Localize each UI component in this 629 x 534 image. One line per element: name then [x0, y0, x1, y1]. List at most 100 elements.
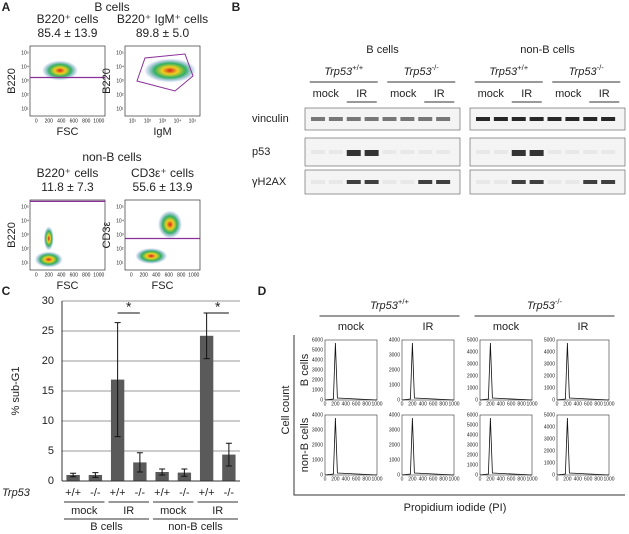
- x-tick-label: 10¹: [129, 118, 137, 124]
- gate-stat: 55.6 ± 13.9: [133, 180, 193, 194]
- x-tick-label: 0: [130, 272, 133, 278]
- y-tick-label: 3000: [389, 427, 400, 433]
- band: [511, 117, 526, 121]
- y-tick-label: 10⁴: [21, 64, 29, 70]
- group-title: B cells: [94, 0, 129, 14]
- y-tick-label: 10³: [116, 78, 124, 84]
- genotype-label: Trp53-/-: [527, 297, 563, 312]
- treatment-label: mock: [555, 88, 582, 100]
- x-tick-label: 400: [497, 476, 506, 482]
- genotype: -/-: [432, 63, 440, 72]
- gate-stat: 11.8 ± 7.3: [41, 180, 94, 194]
- y-tick-label: 2000: [312, 442, 323, 448]
- y-tick-label: 5000: [544, 412, 555, 418]
- histogram: [479, 414, 533, 476]
- y-tick-label: 4000: [544, 349, 555, 355]
- y-axis-label: CD3ε: [101, 221, 113, 248]
- genotype: -/-: [597, 63, 605, 72]
- treatment-label: IR: [423, 321, 434, 333]
- y-tick-label: 0: [48, 475, 54, 487]
- gene-name: Trp53: [527, 300, 556, 312]
- bar: [88, 475, 103, 481]
- x-tick-label: 600: [507, 401, 516, 407]
- band: [436, 180, 451, 184]
- x-tick-label: 800: [362, 401, 371, 407]
- x-tick-label: 200: [408, 401, 417, 407]
- y-tick-label: 10²: [21, 92, 29, 98]
- blot-row-label: γH2AX: [252, 176, 287, 188]
- y-tick-label: 3000: [544, 361, 555, 367]
- gate-title: CD3ε⁺ cells: [131, 166, 194, 180]
- band: [346, 150, 361, 156]
- gene-name: Trp53: [569, 66, 598, 78]
- y-tick-label: 3000: [544, 436, 555, 442]
- band: [400, 180, 415, 184]
- x-tick-label: -/-: [135, 487, 146, 499]
- x-tick-label: 0: [479, 476, 482, 482]
- blot-row-label: p53: [252, 146, 270, 158]
- band: [565, 180, 580, 184]
- gene-name: Trp53: [404, 66, 433, 78]
- band: [328, 117, 343, 121]
- x-tick-label: 1000: [93, 272, 104, 278]
- genotype-label: Trp53-/-: [569, 63, 605, 78]
- x-tick-label: 400: [574, 401, 583, 407]
- y-tick-label: 15: [42, 385, 54, 397]
- y-tick-label: 10: [42, 415, 54, 427]
- x-axis-label: FSC: [57, 280, 79, 292]
- y-tick-label: 1000: [312, 387, 323, 393]
- treatment-label: mock: [338, 321, 365, 333]
- band: [364, 117, 379, 121]
- error-bar: [70, 472, 77, 478]
- y-tick-label: 2000: [312, 377, 323, 383]
- y-tick-label: 4000: [312, 412, 323, 418]
- band: [418, 117, 433, 121]
- x-tick-label: 200: [563, 476, 572, 482]
- band: [436, 150, 451, 154]
- x-tick-label: 800: [517, 476, 526, 482]
- x-tick-label: 200: [486, 476, 495, 482]
- y-tick-label: 5000: [544, 337, 555, 343]
- band: [583, 180, 598, 184]
- band: [583, 117, 598, 121]
- x-tick-label: -/-: [179, 487, 190, 499]
- treatment-label: IR: [212, 505, 223, 517]
- y-tick-label: 2000: [389, 442, 400, 448]
- band: [382, 117, 397, 121]
- y-tick-label: 0: [397, 472, 400, 478]
- x-tick-label: 0: [35, 272, 38, 278]
- treatment-label: IR: [599, 88, 610, 100]
- histogram: [401, 339, 455, 401]
- x-tick-label: 1000: [371, 476, 382, 482]
- band: [601, 180, 616, 184]
- x-tick-label: 800: [594, 401, 603, 407]
- blot: [469, 169, 626, 195]
- x-tick-label: 600: [507, 476, 516, 482]
- x-tick-label: 800: [82, 118, 91, 124]
- histogram-peak: [324, 342, 378, 401]
- x-tick-label: 400: [152, 272, 161, 278]
- genotype-label: Trp53+/+: [489, 63, 529, 78]
- histogram: [324, 414, 378, 476]
- panel-label: B: [232, 0, 241, 14]
- error-bar: [114, 322, 121, 438]
- x-tick-label: 800: [82, 272, 91, 278]
- y-tick-label: 0: [475, 472, 478, 478]
- x-tick-label: 800: [594, 476, 603, 482]
- cell-density: [42, 60, 78, 81]
- y-tick-label: 2000: [467, 452, 478, 458]
- x-axis-label: FSC: [152, 280, 174, 292]
- x-tick-label: 0: [479, 401, 482, 407]
- gate-stat: 85.4 ± 13.9: [38, 26, 98, 40]
- genotype-label: Trp53-/-: [404, 63, 440, 78]
- x-tick-label: 10⁵: [189, 118, 197, 124]
- x-tick-label: 200: [331, 476, 340, 482]
- band: [476, 150, 490, 154]
- y-tick-label: 4000: [389, 337, 400, 343]
- x-tick-label: 600: [584, 401, 593, 407]
- y-tick-label: 10²: [116, 92, 124, 98]
- treatment-label: mock: [160, 505, 187, 517]
- x-tick-label: 0: [556, 401, 559, 407]
- band: [364, 150, 379, 156]
